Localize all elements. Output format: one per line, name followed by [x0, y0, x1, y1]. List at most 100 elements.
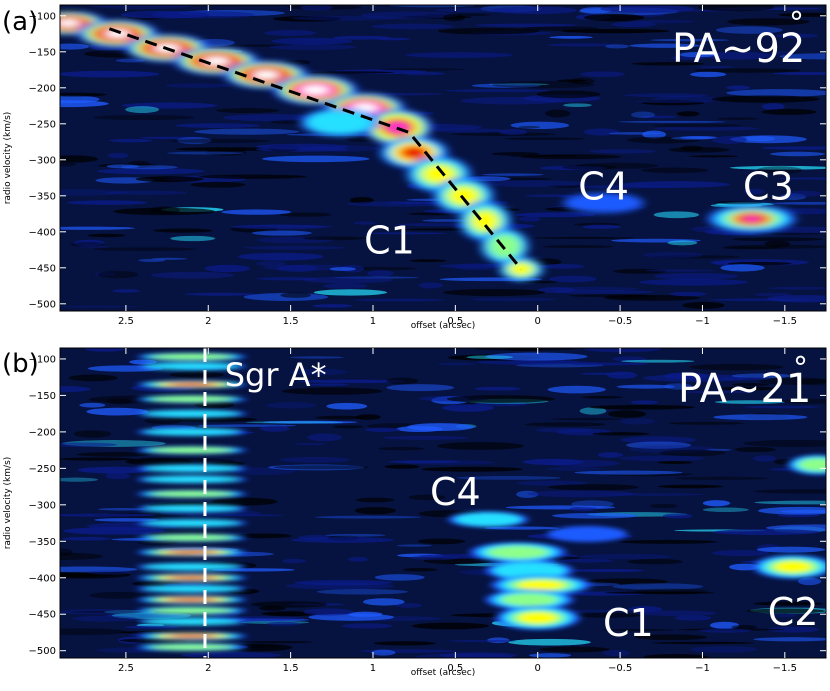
noise-streak [547, 484, 639, 491]
noise-streak [730, 165, 826, 170]
noise-streak [578, 553, 672, 560]
noise-streak [712, 135, 748, 144]
noise-streak [409, 259, 447, 262]
noise-streak [106, 613, 192, 618]
noise-streak [546, 466, 602, 472]
noise-streak [726, 85, 751, 90]
noise-streak [408, 494, 446, 501]
noise-streak [711, 95, 820, 103]
noise-streak [374, 574, 425, 581]
noise-streak [759, 377, 826, 385]
noise-streak [169, 371, 224, 378]
noise-streak [265, 401, 317, 409]
noise-streak [611, 21, 657, 28]
y-tick-label: −300 [29, 500, 56, 511]
noise-streak [713, 414, 808, 421]
x-tick-label: 2.5 [118, 663, 134, 674]
noise-streak [727, 18, 810, 26]
noise-streak [626, 136, 701, 144]
sgra-streak [151, 396, 233, 403]
panel-label-b: (b) [2, 349, 39, 379]
noise-streak [515, 212, 596, 218]
noise-streak [106, 164, 140, 169]
noise-streak [778, 177, 826, 180]
noise-streak [731, 624, 757, 630]
emission-blob [488, 234, 521, 259]
x-tick-label: −0.5 [608, 316, 632, 327]
noise-streak [641, 115, 678, 119]
noise-streak [417, 538, 466, 545]
x-tick-label: −1.5 [773, 316, 797, 327]
noise-streak [779, 509, 826, 514]
noise-streak [61, 536, 112, 541]
noise-streak [60, 609, 142, 615]
y-tick-label: −250 [29, 464, 56, 475]
noise-streak [589, 404, 695, 410]
noise-streak [756, 546, 826, 553]
noise-streak [73, 430, 111, 438]
noise-streak [583, 348, 661, 353]
sgra-streak [143, 504, 240, 512]
noise-streak [604, 294, 700, 301]
noise-streak [341, 623, 393, 629]
noise-streak [657, 484, 723, 489]
noise-streak [654, 273, 739, 280]
noise-streak [547, 385, 606, 394]
noise-streak [476, 359, 580, 365]
noise-streak [93, 114, 195, 121]
noise-streak [106, 398, 133, 405]
noise-streak [243, 245, 346, 250]
noise-streak [484, 526, 560, 530]
noise-streak [256, 261, 287, 267]
noise-streak [149, 206, 181, 214]
noise-streak [68, 374, 118, 382]
sgra-streak [143, 585, 240, 593]
annotation-c4: C4 [578, 164, 629, 208]
y-axis-label-b: radio velocity (km/s) [3, 457, 13, 550]
overlay-a: C4 C3 C1 [108, 27, 794, 271]
noise-streak [629, 43, 701, 48]
noise-streak [121, 102, 218, 109]
noise-streak [651, 641, 755, 645]
noise-streak [579, 407, 607, 415]
emission-blob [423, 165, 455, 184]
noise-streak [688, 363, 784, 371]
noise-streak [166, 417, 257, 422]
noise-streak [97, 168, 205, 175]
noise-streak [444, 89, 550, 93]
noise-streak [72, 615, 138, 622]
emission-blob [501, 593, 558, 607]
noise-streak [542, 245, 614, 249]
noise-streak [659, 449, 726, 457]
noise-streak [307, 433, 342, 442]
noise-streak [396, 544, 432, 547]
noise-streak [480, 180, 588, 188]
noise-streak [633, 588, 708, 595]
noise-streak [93, 247, 197, 251]
noise-streak [371, 23, 454, 30]
x-tick-label: −1.5 [773, 663, 797, 674]
noise-streak [447, 639, 517, 643]
noise-streak [482, 173, 544, 176]
noise-streak [314, 515, 422, 519]
emission-blob [455, 512, 522, 526]
noise-streak [269, 44, 357, 50]
noise-streak [73, 239, 105, 247]
annotation-c3: C3 [743, 164, 794, 208]
noise-streak [60, 43, 90, 50]
sgra-streak [151, 353, 233, 360]
noise-streak [112, 289, 140, 293]
noise-streak [507, 360, 598, 364]
noise-streak [756, 166, 803, 174]
noise-streak [302, 236, 367, 241]
noise-streak [407, 423, 474, 431]
noise-streak [405, 52, 514, 58]
noise-streak [797, 577, 822, 586]
noise-streak [291, 15, 397, 21]
noise-streak [423, 557, 491, 565]
noise-streak [525, 194, 575, 198]
noise-streak [115, 58, 146, 63]
emission-blob [487, 545, 549, 559]
noise-streak [712, 529, 821, 536]
noise-streak [600, 493, 705, 496]
